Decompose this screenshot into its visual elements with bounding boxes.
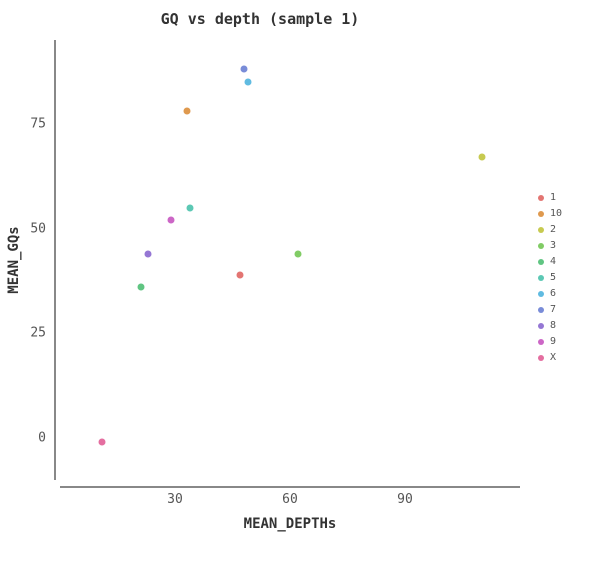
legend-item-7: 7 [538, 302, 562, 318]
legend-item-X: X [538, 350, 562, 366]
x-axis-line [60, 486, 520, 488]
point-5 [187, 204, 194, 211]
legend-dot-icon [538, 227, 544, 233]
legend-dot-icon [538, 291, 544, 297]
y-tick: 75 [30, 116, 46, 131]
y-axis-label: MEAN_GQs [6, 226, 22, 293]
legend-label: X [550, 350, 556, 366]
point-2 [478, 154, 485, 161]
chart-root: GQ vs depth (sample 1) 306090 0255075 ME… [0, 0, 599, 563]
y-tick: 25 [30, 326, 46, 341]
point-3 [294, 250, 301, 257]
legend-dot-icon [538, 307, 544, 313]
legend-label: 1 [550, 190, 556, 206]
x-tick: 90 [397, 492, 413, 507]
legend-item-8: 8 [538, 318, 562, 334]
legend-label: 8 [550, 318, 556, 334]
legend-item-5: 5 [538, 270, 562, 286]
point-7 [241, 66, 248, 73]
legend-label: 7 [550, 302, 556, 318]
point-X [99, 439, 106, 446]
legend-item-10: 10 [538, 206, 562, 222]
legend-dot-icon [538, 355, 544, 361]
point-9 [168, 217, 175, 224]
x-axis-label: MEAN_DEPTHs [244, 516, 337, 532]
legend-dot-icon [538, 323, 544, 329]
legend-dot-icon [538, 275, 544, 281]
legend-dot-icon [538, 211, 544, 217]
legend-item-6: 6 [538, 286, 562, 302]
legend-label: 10 [550, 206, 562, 222]
y-tick: 0 [38, 431, 46, 446]
legend-dot-icon [538, 259, 544, 265]
point-8 [145, 250, 152, 257]
legend-item-2: 2 [538, 222, 562, 238]
legend-label: 4 [550, 254, 556, 270]
legend-dot-icon [538, 339, 544, 345]
legend-item-1: 1 [538, 190, 562, 206]
legend-label: 6 [550, 286, 556, 302]
point-6 [244, 78, 251, 85]
x-tick: 30 [167, 492, 183, 507]
y-axis-line [54, 40, 56, 480]
legend-label: 5 [550, 270, 556, 286]
point-1 [237, 271, 244, 278]
point-4 [137, 284, 144, 291]
y-tick: 50 [30, 221, 46, 236]
legend-label: 2 [550, 222, 556, 238]
legend-label: 9 [550, 334, 556, 350]
legend-dot-icon [538, 195, 544, 201]
legend-item-4: 4 [538, 254, 562, 270]
legend: 11023456789X [538, 190, 562, 366]
legend-dot-icon [538, 243, 544, 249]
point-10 [183, 108, 190, 115]
legend-item-3: 3 [538, 238, 562, 254]
chart-title: GQ vs depth (sample 1) [0, 10, 520, 28]
legend-item-9: 9 [538, 334, 562, 350]
plot-area: 306090 0255075 [60, 40, 520, 480]
x-tick: 60 [282, 492, 298, 507]
legend-label: 3 [550, 238, 556, 254]
